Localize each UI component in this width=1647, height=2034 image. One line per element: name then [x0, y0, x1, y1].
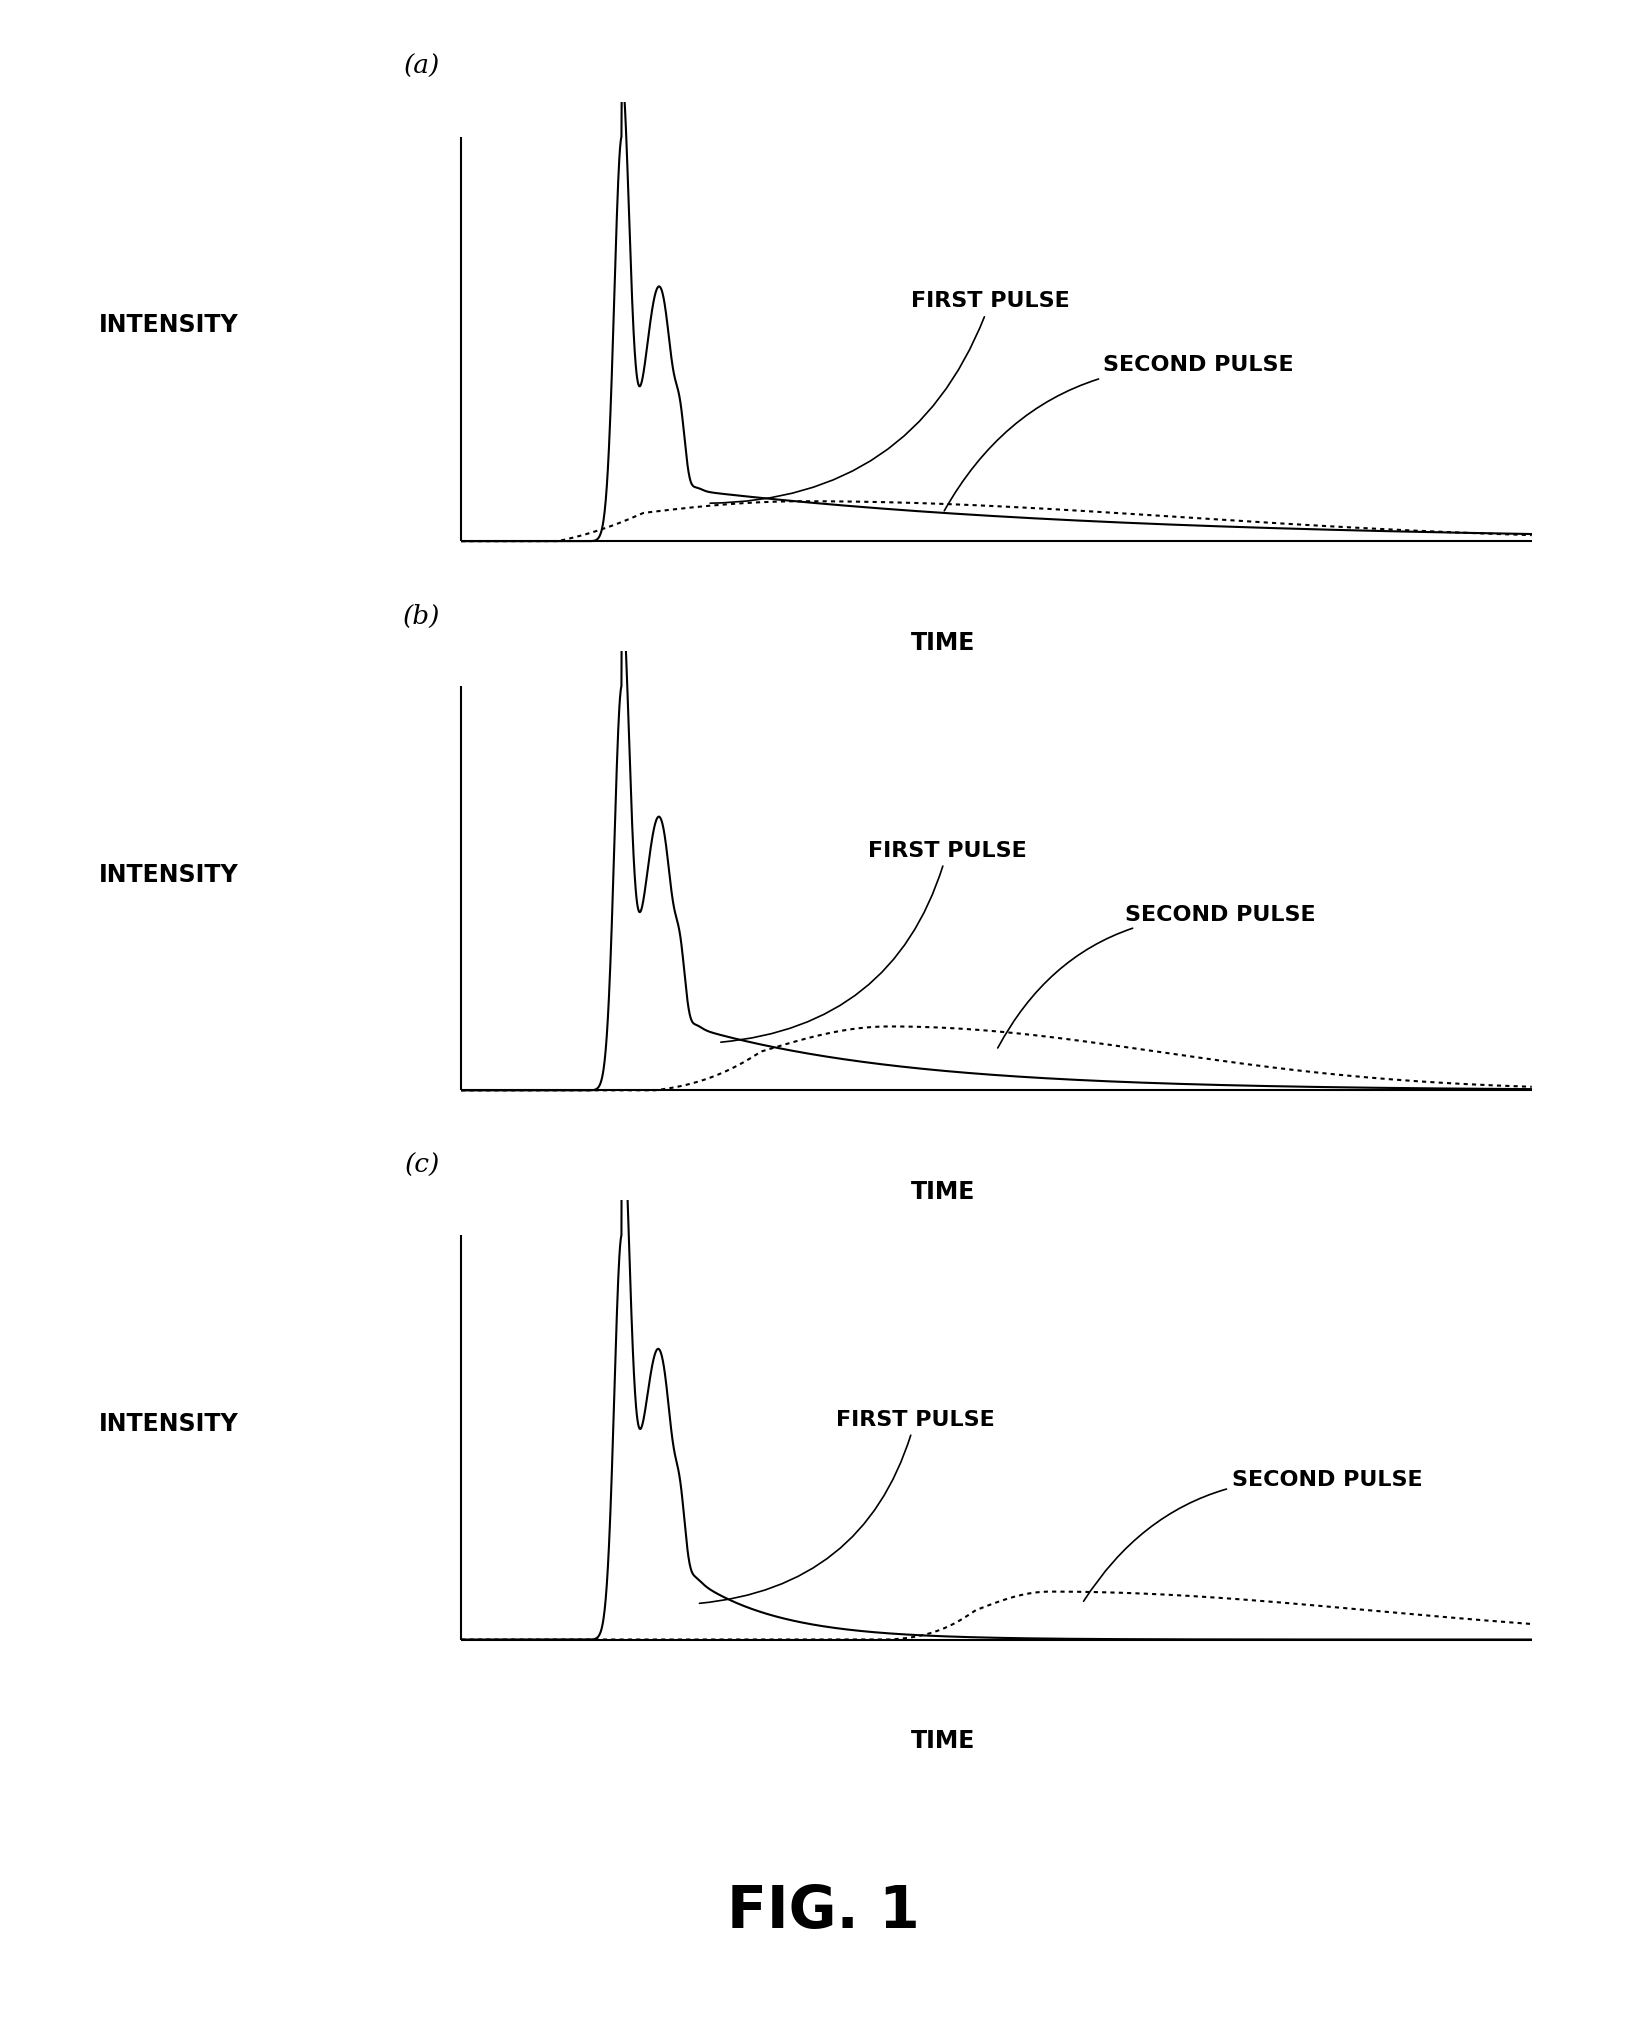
- Text: TIME: TIME: [911, 1180, 975, 1204]
- Text: (c): (c): [405, 1153, 440, 1178]
- Text: FIG. 1: FIG. 1: [726, 1883, 921, 1940]
- Text: SECOND PULSE: SECOND PULSE: [944, 356, 1295, 511]
- Text: (a): (a): [404, 55, 440, 79]
- Text: INTENSITY: INTENSITY: [99, 1412, 239, 1436]
- Text: TIME: TIME: [911, 1729, 975, 1753]
- Text: FIRST PULSE: FIRST PULSE: [721, 840, 1026, 1041]
- Text: INTENSITY: INTENSITY: [99, 313, 239, 338]
- Text: FIRST PULSE: FIRST PULSE: [710, 291, 1069, 502]
- Text: SECOND PULSE: SECOND PULSE: [1084, 1471, 1423, 1601]
- Text: FIRST PULSE: FIRST PULSE: [700, 1410, 995, 1603]
- Text: (b): (b): [402, 604, 440, 629]
- Text: INTENSITY: INTENSITY: [99, 862, 239, 887]
- Text: TIME: TIME: [911, 631, 975, 655]
- Text: SECOND PULSE: SECOND PULSE: [998, 905, 1316, 1048]
